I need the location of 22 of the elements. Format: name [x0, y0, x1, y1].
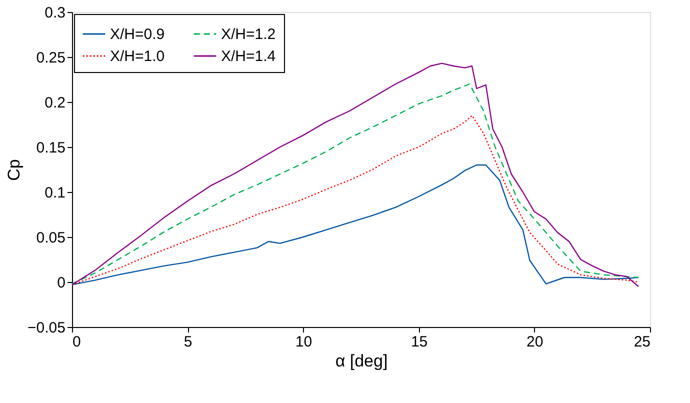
legend-label: X/H=1.2: [221, 26, 276, 43]
line-series: [71, 164, 640, 286]
y-tick-label: 0.25: [36, 50, 66, 66]
x-tick-label: 0: [72, 334, 81, 350]
legend-label: X/H=1.4: [221, 48, 276, 65]
y-axis-title: Cp: [4, 159, 24, 181]
x-tick-label: 5: [184, 334, 192, 350]
y-tick-label: 0.05: [36, 230, 66, 246]
line-series: [71, 114, 640, 286]
y-tick-label: 0.3: [44, 4, 66, 22]
y-tick-label: 0.15: [36, 140, 66, 156]
x-axis-title: α [deg]: [335, 352, 388, 370]
y-tick-label: 0.2: [44, 94, 66, 112]
x-tick-label: 10: [295, 334, 312, 350]
legend-label: X/H=1.0: [110, 48, 165, 65]
x-tick-label: 15: [410, 334, 428, 350]
y-tick-label: 0.1: [44, 184, 66, 202]
legend-label: X/H=0.9: [110, 26, 165, 43]
y-tick-label: −0.05: [28, 320, 66, 336]
x-tick-label: 20: [526, 334, 544, 350]
x-tick-label: 25: [634, 334, 650, 350]
y-tick-label: 0: [57, 274, 66, 292]
